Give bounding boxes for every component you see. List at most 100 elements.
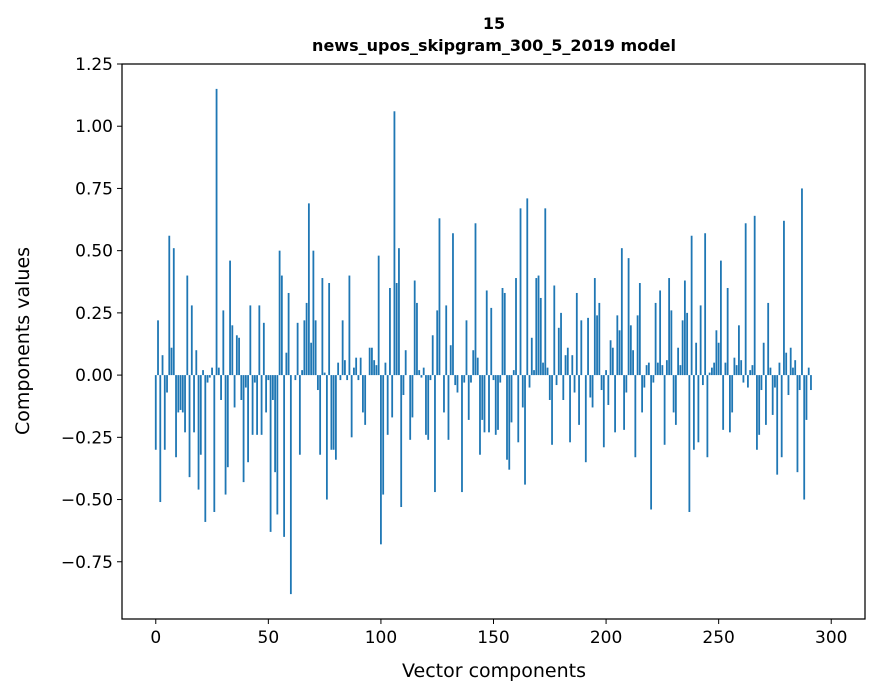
bar: [618, 330, 621, 376]
bar: [285, 352, 288, 376]
bar: [569, 375, 571, 443]
bar: [647, 362, 650, 376]
bar: [643, 375, 646, 388]
bar: [571, 355, 574, 376]
bar: [184, 375, 186, 433]
bar: [305, 302, 308, 376]
bar: [350, 375, 353, 438]
bar: [528, 375, 531, 388]
bar: [179, 375, 182, 410]
bar: [530, 337, 533, 376]
bar: [566, 347, 569, 376]
bar: [161, 355, 164, 376]
bar: [163, 375, 166, 450]
bar: [544, 208, 547, 376]
bar: [296, 322, 299, 376]
y-tick-label: 1.00: [75, 117, 113, 137]
bar: [794, 360, 797, 376]
bar: [276, 375, 279, 515]
bar: [733, 357, 736, 376]
bar: [202, 370, 204, 376]
bar: [233, 375, 236, 408]
bar: [524, 375, 526, 485]
bar: [355, 357, 358, 376]
bar: [713, 362, 716, 376]
bar: [395, 283, 398, 376]
bar: [776, 375, 779, 475]
bar: [792, 367, 794, 376]
bar: [783, 220, 785, 376]
bar: [242, 375, 245, 483]
bar: [371, 347, 373, 376]
bar: [235, 335, 238, 376]
bar: [726, 287, 729, 376]
bar: [472, 350, 475, 376]
bar: [427, 375, 430, 440]
bar: [692, 375, 695, 450]
bar: [765, 375, 767, 425]
bar: [386, 375, 389, 435]
bar: [711, 367, 713, 376]
bar: [596, 315, 598, 376]
bar: [220, 375, 222, 400]
bar: [238, 337, 240, 376]
bar: [670, 310, 673, 376]
bar: [175, 375, 177, 458]
bar: [688, 375, 691, 512]
bar: [330, 375, 333, 450]
bar: [789, 347, 792, 376]
bar: [413, 280, 416, 376]
bar: [159, 375, 162, 503]
bar: [181, 375, 184, 413]
bar: [436, 310, 439, 376]
bar: [389, 287, 391, 376]
bar: [803, 375, 806, 500]
bar: [301, 370, 304, 376]
bar: [609, 340, 612, 376]
bar: [699, 305, 702, 376]
bar: [681, 320, 684, 376]
bar: [769, 367, 772, 376]
bar: [346, 375, 349, 381]
bar: [357, 375, 360, 381]
bar: [244, 375, 247, 388]
x-tick-label: 300: [815, 628, 847, 648]
bar: [515, 278, 517, 376]
bar: [240, 375, 243, 400]
chart-subtitle: news_upos_skipgram_300_5_2019 model: [312, 36, 676, 55]
bar: [256, 375, 258, 435]
bar: [629, 325, 632, 376]
bar: [512, 370, 515, 376]
bar: [280, 275, 283, 376]
bar: [580, 320, 583, 376]
y-tick-label: −0.25: [61, 428, 113, 448]
bar: [798, 375, 801, 391]
bar: [652, 375, 655, 383]
bar: [380, 375, 382, 545]
bar: [801, 188, 803, 376]
bar: [447, 375, 450, 440]
bar: [539, 297, 542, 376]
y-tick-label: 0.00: [75, 366, 113, 386]
bar: [542, 362, 544, 376]
bar: [762, 342, 765, 376]
bar: [557, 327, 560, 376]
y-tick-label: 1.25: [75, 55, 113, 75]
bar: [247, 375, 249, 463]
x-tick-label: 250: [702, 628, 734, 648]
bar: [602, 375, 605, 448]
bar: [479, 375, 481, 455]
bar: [607, 375, 610, 405]
bar: [690, 235, 693, 376]
bar: [481, 375, 484, 420]
bar: [611, 347, 614, 376]
bar: [193, 375, 195, 433]
bar: [195, 350, 198, 376]
bar: [434, 375, 436, 493]
bar: [774, 375, 776, 388]
bar: [323, 372, 326, 376]
bar: [589, 375, 592, 398]
bar: [206, 375, 209, 383]
bar: [391, 375, 394, 418]
bar: [362, 375, 364, 413]
